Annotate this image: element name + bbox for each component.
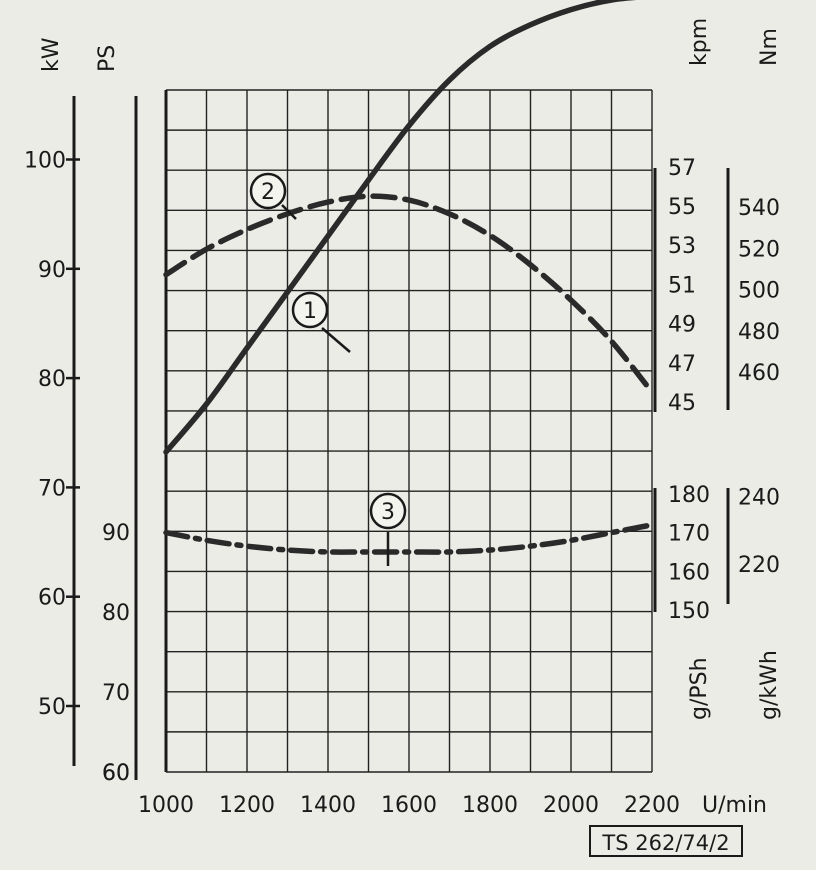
kw-axis-label: kW (39, 37, 64, 72)
g-psh-tick-label: 180 (668, 483, 710, 508)
ps-tick-label: 60 (102, 761, 130, 786)
curve-2 (163, 193, 655, 395)
drawing-number-stamp: TS 262/74/2 (589, 825, 743, 857)
ps-tick-label: 60 (102, 761, 130, 786)
marker-label-1: 1 (303, 299, 317, 324)
marker-circle-1 (291, 291, 329, 329)
nm-tick-label: 520 (738, 237, 780, 262)
kpm-tick-label: 47 (668, 352, 696, 377)
nm-tick-label: 480 (738, 320, 780, 345)
x-tick-label: 1000 (138, 793, 194, 818)
curve-1 (163, 0, 637, 455)
nm-axis-label: Nm (757, 28, 782, 66)
chart-grid (165, 89, 653, 773)
kw-tick-label: 80 (38, 367, 66, 392)
drawing-number-text: TS 262/74/2 (601, 831, 729, 855)
x-tick-label: 1400 (300, 793, 356, 818)
kpm-axis-label: kpm (687, 18, 712, 66)
g-kwh-axis-label: g/kWh (757, 650, 782, 720)
marker-label-2: 2 (261, 180, 275, 205)
kpm-tick-label: 49 (668, 313, 696, 338)
marker-circle-3 (369, 492, 407, 530)
kw-tick-label: 90 (38, 258, 66, 283)
g-psh-axis-label: g/PSh (687, 657, 712, 720)
x-tick-label: 1800 (462, 793, 518, 818)
marker-leader-1 (321, 327, 351, 353)
nm-tick-label: 460 (738, 361, 780, 386)
g-kwh-tick-label: 220 (738, 553, 780, 578)
x-tick-label: 2200 (624, 793, 680, 818)
x-tick-label: 1600 (381, 793, 437, 818)
marker-leader-2 (281, 204, 297, 220)
ps-tick-label: 90 (102, 521, 130, 546)
nm-tick-label: 500 (738, 279, 780, 304)
chart-curves (163, 0, 655, 555)
ps-axis-label: PS (95, 45, 120, 72)
kw-tick-label: 60 (38, 586, 66, 611)
curve-markers: 1 2 3 (249, 172, 407, 566)
kpm-tick-label: 57 (668, 156, 696, 181)
nm-tick-label: 540 (738, 196, 780, 221)
x-tick-label: 1200 (219, 793, 275, 818)
g-psh-tick-label: 170 (668, 522, 710, 547)
marker-label-3: 3 (381, 500, 395, 525)
x-axis-label: U/min (702, 793, 767, 818)
axis-tick-labels: 1000 1200 1400 1600 1800 2000 2200 50 60 70 80 90 10… (24, 149, 780, 819)
kw-tick-label: 70 (38, 476, 66, 501)
ps-tick-label: 80 (102, 601, 130, 626)
ps-tick-label: 70 (102, 681, 130, 706)
kpm-tick-label: 45 (668, 391, 696, 416)
x-tick-label: 2000 (543, 793, 599, 818)
kw-tick-label: 100 (24, 149, 66, 174)
kw-tick-label: 50 (38, 695, 66, 720)
kpm-tick-label: 53 (668, 234, 696, 259)
g-psh-tick-label: 150 (668, 599, 710, 624)
chart-axes (66, 90, 730, 780)
kpm-tick-label: 55 (668, 195, 696, 220)
kpm-tick-label: 51 (668, 273, 696, 298)
curve-3 (163, 522, 655, 555)
g-psh-tick-label: 160 (668, 560, 710, 585)
marker-circle-2 (249, 172, 287, 210)
g-kwh-tick-label: 240 (738, 486, 780, 511)
